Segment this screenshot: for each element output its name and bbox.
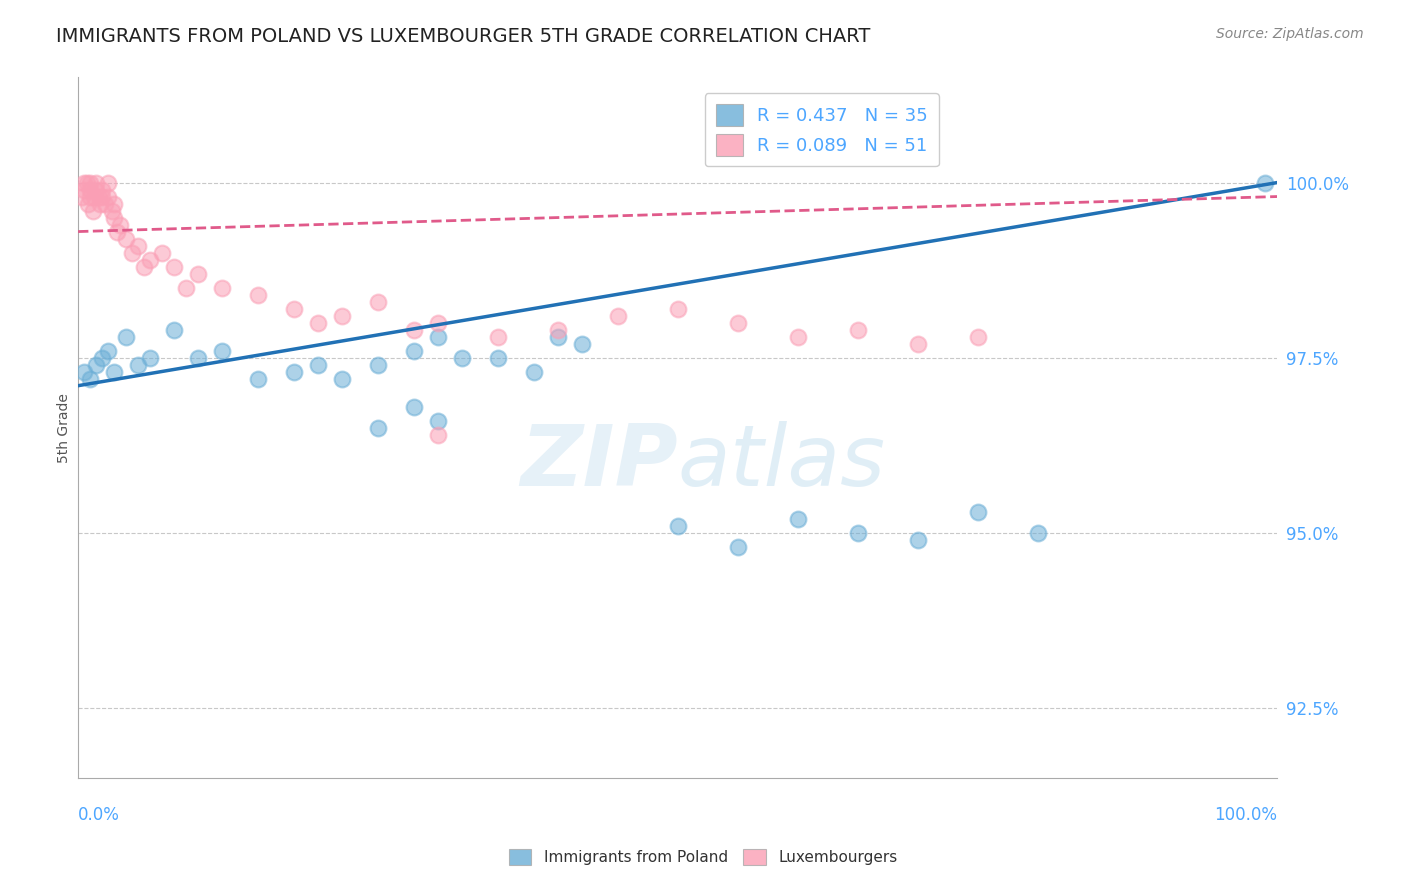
Y-axis label: 5th Grade: 5th Grade (58, 392, 72, 463)
Point (91, 351, 114, 365)
Point (82, 203, 104, 218)
Point (307, 358, 329, 372)
Point (547, 329, 569, 343)
Point (108, 218, 131, 232)
Point (571, 336, 593, 351)
Point (187, 267, 209, 281)
Point (150, 245, 173, 260)
Point (907, 533, 929, 547)
Text: atlas: atlas (678, 421, 886, 504)
Point (247, 372, 270, 386)
Point (606, 309, 628, 323)
Point (103, 196, 125, 211)
Point (211, 343, 233, 358)
Point (105, 225, 128, 239)
Text: ZIP: ZIP (520, 421, 678, 504)
Point (402, 323, 425, 337)
Point (79, 182, 101, 196)
Point (426, 414, 449, 428)
Point (70, 189, 93, 203)
Point (97, 189, 120, 203)
Point (76, 196, 98, 211)
Point (73, 365, 96, 379)
Point (426, 427, 449, 442)
Point (139, 351, 162, 365)
Point (211, 280, 233, 294)
Point (666, 518, 689, 533)
Point (84, 176, 107, 190)
Point (523, 365, 546, 379)
Point (163, 260, 186, 274)
Point (83, 189, 105, 203)
Point (727, 540, 749, 554)
Point (121, 245, 143, 260)
Point (402, 400, 425, 414)
Text: Source: ZipAtlas.com: Source: ZipAtlas.com (1216, 27, 1364, 41)
Point (127, 358, 149, 372)
Point (367, 358, 389, 372)
Point (79, 372, 101, 386)
Point (103, 211, 125, 225)
Point (283, 365, 305, 379)
Point (330, 372, 353, 386)
Point (846, 323, 869, 337)
Point (84, 182, 107, 196)
Point (84, 358, 107, 372)
Point (486, 351, 509, 365)
Point (247, 287, 270, 301)
Point (163, 323, 186, 337)
Point (367, 421, 389, 435)
Point (87, 189, 110, 203)
Point (786, 512, 808, 526)
Point (330, 309, 353, 323)
Text: 100.0%: 100.0% (1215, 806, 1278, 824)
Point (73, 176, 96, 190)
Point (97, 343, 120, 358)
Point (786, 329, 808, 343)
Point (139, 252, 162, 267)
Point (91, 182, 114, 196)
Text: 0.0%: 0.0% (79, 806, 120, 824)
Point (73, 182, 96, 196)
Legend: Immigrants from Poland, Luxembourgers: Immigrants from Poland, Luxembourgers (502, 843, 904, 871)
Point (76, 176, 98, 190)
Point (727, 316, 749, 330)
Point (115, 231, 138, 245)
Point (1026, 525, 1049, 540)
Point (132, 260, 155, 274)
Point (451, 351, 474, 365)
Legend: R = 0.437   N = 35, R = 0.089   N = 51: R = 0.437 N = 35, R = 0.089 N = 51 (704, 94, 939, 167)
Point (100, 203, 122, 218)
Point (79, 176, 101, 190)
Point (426, 316, 449, 330)
Point (79, 189, 101, 203)
Point (103, 365, 125, 379)
Point (966, 329, 988, 343)
Point (426, 329, 449, 343)
Point (666, 301, 689, 316)
Point (907, 336, 929, 351)
Point (547, 323, 569, 337)
Point (402, 343, 425, 358)
Point (91, 189, 114, 203)
Text: IMMIGRANTS FROM POLAND VS LUXEMBOURGER 5TH GRADE CORRELATION CHART: IMMIGRANTS FROM POLAND VS LUXEMBOURGER 5… (56, 27, 870, 45)
Point (966, 505, 988, 519)
Point (283, 301, 305, 316)
Point (93, 196, 115, 211)
Point (367, 294, 389, 309)
Point (1254, 176, 1277, 190)
Point (127, 238, 149, 252)
Point (97, 176, 120, 190)
Point (486, 329, 509, 343)
Point (187, 351, 209, 365)
Point (846, 525, 869, 540)
Point (89, 196, 111, 211)
Point (174, 280, 197, 294)
Point (307, 316, 329, 330)
Point (115, 329, 138, 343)
